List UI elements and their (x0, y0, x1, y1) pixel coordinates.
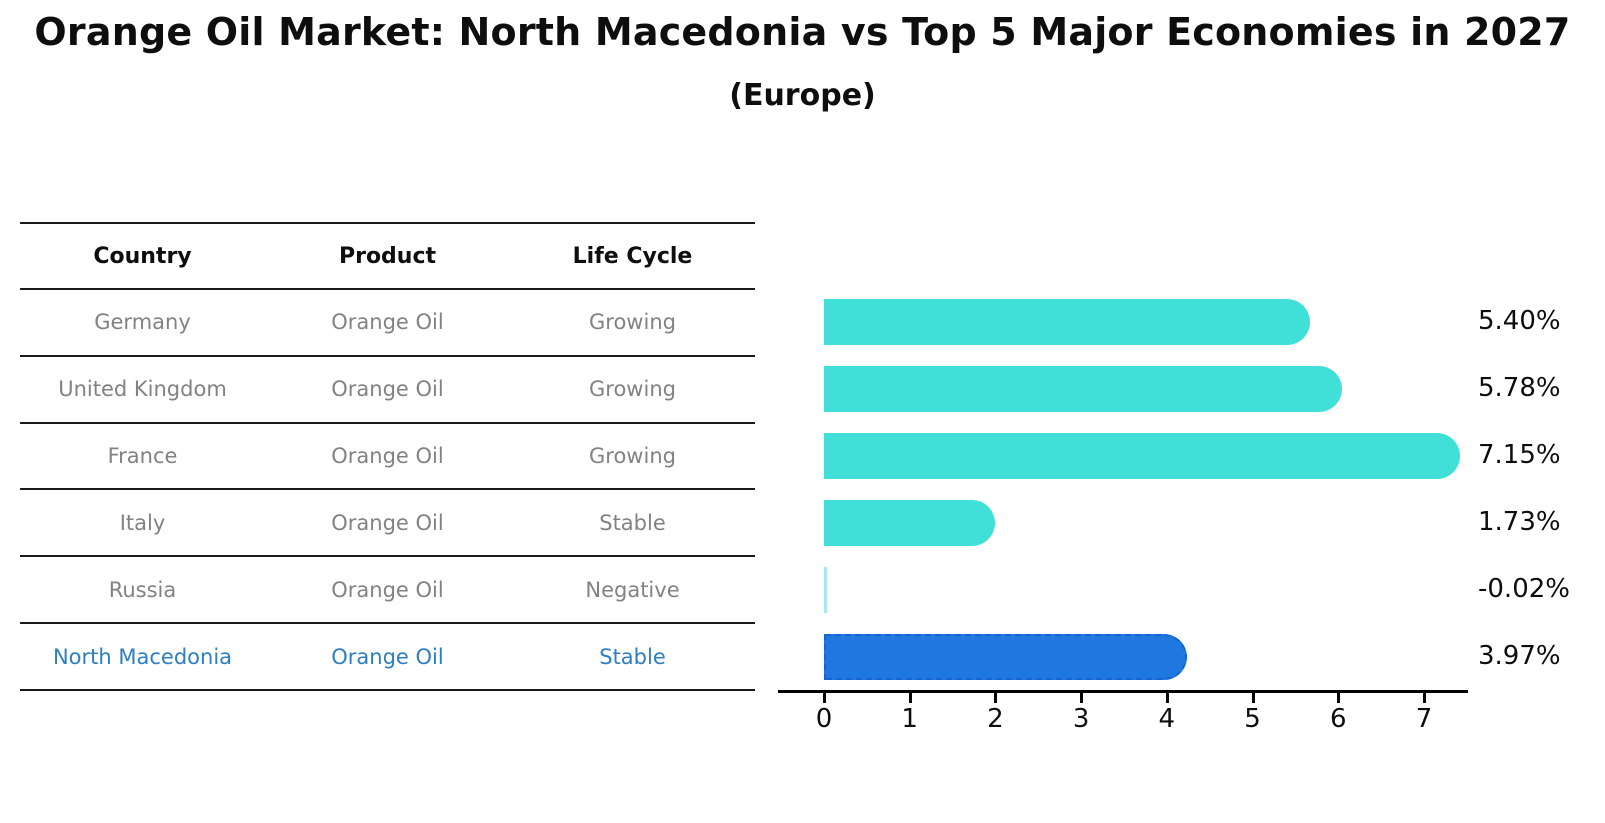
bar-north-macedonia (824, 633, 1188, 680)
table-row: Italy Orange Oil Stable (20, 489, 755, 556)
table-rule (20, 488, 755, 491)
bar-russia (824, 566, 827, 613)
table-rule (20, 555, 755, 558)
cell-product: Orange Oil (331, 310, 444, 335)
x-axis-tick-label: 3 (1072, 704, 1090, 734)
table-rule (20, 288, 755, 290)
value-label: 5.78% (1478, 373, 1561, 404)
value-label: 3.97% (1478, 640, 1561, 671)
x-axis-tick-label: 2 (987, 704, 1004, 734)
x-axis-tick (908, 693, 912, 703)
chart-subtitle: (Europe) (729, 78, 876, 113)
table-rule (20, 688, 755, 691)
x-axis-tick-label: 6 (1329, 704, 1347, 734)
cell-country: United Kingdom (58, 377, 227, 402)
table-rule (20, 354, 755, 357)
table-row: Russia Orange Oil Negative (20, 556, 755, 623)
cell-product: Orange Oil (331, 644, 444, 669)
x-axis-tick (1165, 693, 1169, 703)
x-axis-tick-label: 0 (815, 704, 833, 734)
x-axis-tick-label: 4 (1158, 704, 1176, 734)
table-row: North Macedonia Orange Oil Stable (20, 623, 755, 690)
table-rule (20, 421, 755, 424)
column-header-life-cycle: Life Cycle (572, 243, 693, 269)
cell-life-cycle: Stable (599, 644, 666, 669)
value-label: 7.15% (1478, 440, 1561, 471)
bar-italy (824, 499, 996, 546)
cell-life-cycle: Growing (589, 310, 676, 335)
bar-united-kingdom (824, 366, 1343, 413)
column-header-country: Country (93, 243, 192, 269)
cell-life-cycle: Growing (589, 377, 676, 402)
cell-country: Russia (108, 577, 177, 602)
value-label: 1.73% (1478, 506, 1561, 537)
cell-product: Orange Oil (331, 510, 444, 535)
x-axis-tick (823, 693, 826, 703)
cell-life-cycle: Stable (599, 510, 666, 535)
table-row: Germany Orange Oil Growing (20, 289, 755, 356)
cell-country: France (107, 444, 178, 469)
x-axis-tick (994, 693, 998, 703)
table-rule (20, 222, 755, 224)
table-row: France Orange Oil Growing (20, 423, 755, 490)
cell-country: Germany (94, 310, 191, 335)
x-axis-tick-label: 1 (901, 704, 918, 734)
cell-product: Orange Oil (331, 577, 444, 602)
cell-product: Orange Oil (331, 377, 444, 402)
x-axis-tick-label: 7 (1415, 704, 1433, 734)
x-axis-line (778, 690, 1468, 693)
table-header-row: Country Product Life Cycle (20, 223, 755, 289)
table-rule (20, 622, 755, 625)
cell-life-cycle: Growing (589, 444, 676, 469)
cell-product: Orange Oil (331, 444, 444, 469)
cell-country: Italy (119, 510, 166, 535)
x-axis-tick (1251, 693, 1255, 703)
x-axis-tick (1337, 693, 1341, 703)
chart-title: Orange Oil Market: North Macedonia vs To… (34, 10, 1571, 54)
value-label: -0.02% (1478, 573, 1570, 604)
cell-country: North Macedonia (52, 644, 233, 669)
x-axis-tick (1080, 693, 1084, 703)
value-label: 5.40% (1478, 306, 1561, 337)
cell-life-cycle: Negative (585, 577, 680, 602)
table-row: United Kingdom Orange Oil Growing (20, 356, 755, 423)
column-header-product: Product (338, 243, 437, 269)
bar-germany (824, 299, 1310, 346)
bar-france (824, 433, 1460, 480)
x-axis-tick (1422, 693, 1426, 703)
x-axis-tick-label: 5 (1244, 704, 1261, 734)
